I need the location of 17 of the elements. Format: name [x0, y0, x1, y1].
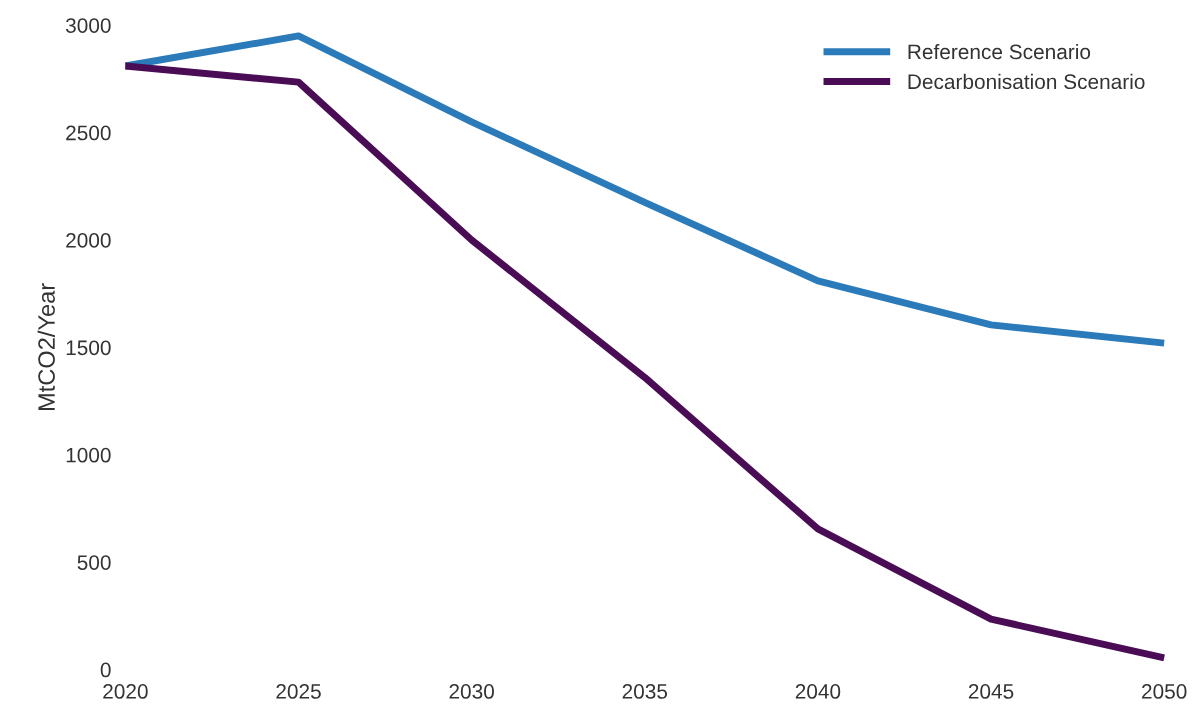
y-tick-label: 2500: [66, 125, 111, 141]
x-tick-label: 2025: [276, 684, 321, 699]
y-axis-title: MtCO2/Year: [37, 283, 55, 410]
y-tick-label: 0: [100, 662, 111, 678]
y-tick-label: 500: [77, 555, 111, 570]
y-tick-label: 1000: [66, 447, 111, 463]
x-tick-label: 2035: [622, 684, 668, 699]
x-tick-label: 2020: [103, 684, 148, 699]
y-tick-label: 1500: [66, 340, 111, 356]
x-tick-label: 2045: [968, 684, 1014, 699]
legend-label: Reference Scenario: [908, 43, 1091, 60]
x-tick-label: 2040: [795, 684, 841, 699]
y-tick-label: 2000: [66, 233, 111, 248]
y-tick-label: 3000: [65, 18, 111, 33]
x-tick-label: 2050: [1142, 684, 1187, 699]
legend-label: Decarbonisation Scenario: [908, 73, 1145, 90]
x-tick-label: 2030: [449, 684, 494, 699]
